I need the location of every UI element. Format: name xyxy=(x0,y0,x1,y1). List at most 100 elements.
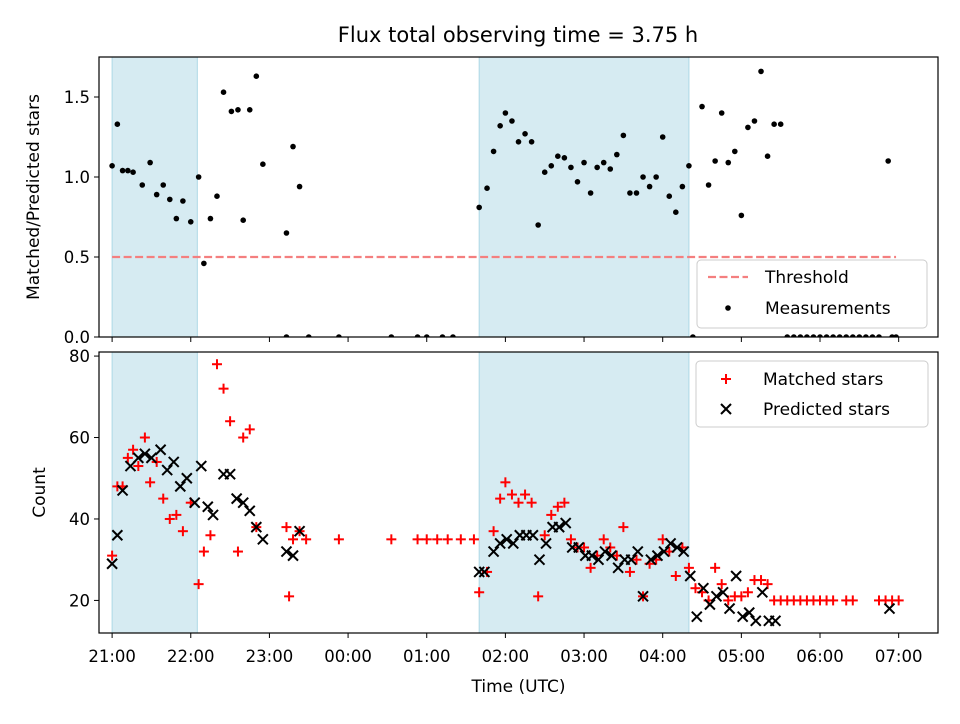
measurement-point xyxy=(450,334,456,337)
matched-point xyxy=(736,591,747,602)
matched-point xyxy=(386,534,397,545)
measurement-point xyxy=(646,183,653,190)
predicted-point xyxy=(736,611,749,623)
measurement-point xyxy=(705,182,712,188)
y-tick-label: 40 xyxy=(69,510,90,529)
matched-point xyxy=(218,383,229,394)
predicted-point xyxy=(174,480,186,493)
measurement-point xyxy=(260,161,266,167)
observing-window-1 xyxy=(111,57,198,337)
matched-point xyxy=(211,359,222,370)
matched-point xyxy=(520,489,531,500)
measurement-point xyxy=(607,166,614,172)
bottom-legend: Matched stars Predicted stars xyxy=(695,360,929,428)
predicted-point xyxy=(507,537,519,550)
predicted-point xyxy=(132,452,145,464)
predicted-point xyxy=(230,492,243,505)
matched-point xyxy=(683,562,694,573)
measurement-point xyxy=(119,167,126,174)
matched-point xyxy=(177,526,188,537)
measurement-point xyxy=(745,124,751,131)
predicted-point xyxy=(658,545,670,558)
predicted-point xyxy=(293,525,306,537)
measurement-point xyxy=(114,121,121,127)
measurement-point xyxy=(497,123,503,129)
figure-title: Flux total observing time = 3.75 h xyxy=(338,23,698,47)
measurement-point xyxy=(253,73,260,79)
predicted-point xyxy=(592,553,605,566)
measurement-point xyxy=(195,174,202,180)
predicted-point xyxy=(540,537,552,550)
measurement-point xyxy=(568,164,574,171)
predicted-point xyxy=(637,590,649,603)
matched-point xyxy=(412,534,423,545)
matched-point xyxy=(133,461,144,472)
matched-point xyxy=(847,595,858,606)
matched-point xyxy=(539,530,550,541)
predicted-point xyxy=(717,586,729,598)
matched-point xyxy=(333,534,344,545)
predicted-point xyxy=(106,558,118,570)
measurement-point xyxy=(686,163,692,169)
bottom-panel: 20 40 60 80 21:00 22:00 23:00 00:00 01:00 02:00 03… xyxy=(30,347,939,697)
matched-point xyxy=(198,546,209,557)
measurement-point xyxy=(764,153,771,159)
predicted-point xyxy=(500,533,513,546)
predicted-point xyxy=(677,545,690,558)
matched-point xyxy=(828,595,839,606)
predicted-point xyxy=(651,549,664,562)
matched-point xyxy=(533,591,544,602)
predicted-point xyxy=(559,517,572,529)
predicted-point xyxy=(224,468,236,480)
bottom-y-axis-label: Count xyxy=(30,467,50,518)
measurement-point xyxy=(160,182,167,188)
x-tick-label: 01:00 xyxy=(403,647,451,666)
x-tick-label: 06:00 xyxy=(796,647,844,666)
matched-point xyxy=(128,444,139,455)
matched-point xyxy=(526,497,537,508)
measurement-point xyxy=(863,334,869,337)
matched-point xyxy=(455,534,466,545)
measurement-point xyxy=(836,334,843,337)
x-tick-label: 22:00 xyxy=(167,647,215,666)
x-tick-label: 04:00 xyxy=(639,647,687,666)
measurement-point xyxy=(758,68,764,75)
legend-measurements-swatch xyxy=(725,305,731,311)
measurement-point xyxy=(490,148,497,155)
predicted-point xyxy=(586,549,598,562)
matched-point xyxy=(205,530,216,541)
measurement-point xyxy=(804,334,810,337)
predicted-point xyxy=(287,549,299,562)
matched-point xyxy=(193,579,204,590)
top-y-axis-label: Matched/Predicted stars xyxy=(24,94,44,300)
measurement-point xyxy=(220,89,227,95)
predicted-point xyxy=(473,566,485,578)
predicted-point xyxy=(478,566,491,578)
matched-point xyxy=(139,432,150,443)
x-tick-label: 05:00 xyxy=(718,647,766,666)
measurement-point xyxy=(627,190,633,196)
measurement-point xyxy=(153,191,160,198)
matched-point xyxy=(495,493,506,504)
matched-point xyxy=(624,566,635,577)
measurement-point xyxy=(240,217,247,223)
measurement-point xyxy=(283,334,290,337)
matched-point xyxy=(244,424,255,435)
matched-point xyxy=(122,452,133,463)
x-tick-label: 02:00 xyxy=(482,647,530,666)
matched-point xyxy=(288,534,299,545)
measurement-point xyxy=(187,219,194,225)
matched-point xyxy=(281,522,292,533)
measurement-point xyxy=(283,230,290,236)
top-axes-frame xyxy=(98,56,939,338)
matched-point xyxy=(690,583,701,594)
y-tick-label: 80 xyxy=(69,347,90,366)
predicted-point xyxy=(612,562,624,574)
measurement-point xyxy=(476,204,482,211)
matched-point xyxy=(723,595,734,606)
measurement-point xyxy=(784,334,791,337)
measurement-point xyxy=(484,185,490,191)
matched-point xyxy=(513,497,524,508)
predicted-point xyxy=(533,553,546,566)
